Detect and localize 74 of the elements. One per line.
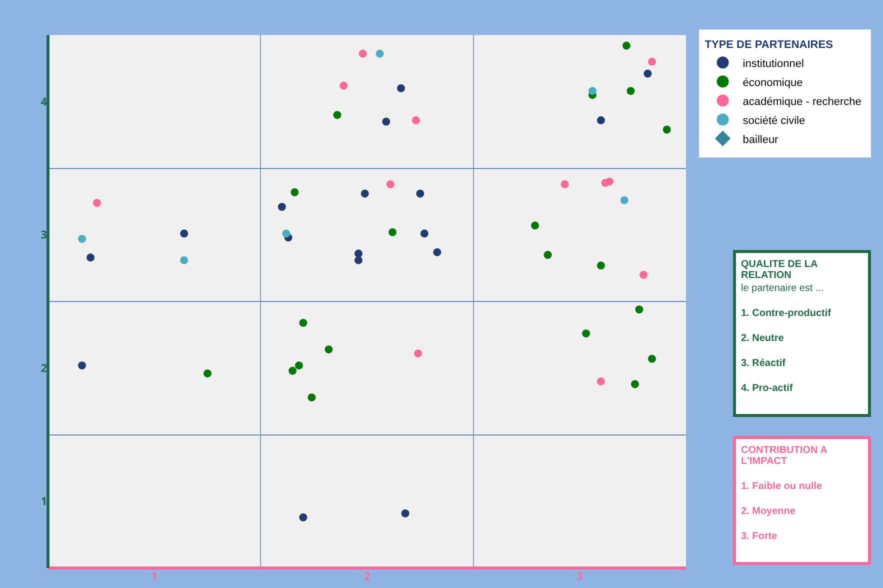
x-tick-label: 3 <box>576 569 583 584</box>
point <box>290 188 299 196</box>
point <box>376 50 384 58</box>
text: 2. Moyenne <box>741 506 796 517</box>
x-tick-label: 2 <box>364 569 370 584</box>
point <box>648 354 656 363</box>
point <box>412 116 420 124</box>
point <box>560 180 569 188</box>
point <box>354 256 362 264</box>
point <box>299 513 308 522</box>
y-tick-label: 3 <box>40 228 47 243</box>
point <box>644 70 652 78</box>
point <box>622 42 630 50</box>
point <box>626 86 635 95</box>
point <box>635 306 644 314</box>
point <box>414 349 422 358</box>
legend-label: économique <box>742 76 803 89</box>
point <box>639 270 648 279</box>
point <box>416 190 424 198</box>
text: 2. Neutre <box>741 333 785 344</box>
point <box>648 58 656 66</box>
point <box>180 256 188 264</box>
point <box>388 228 397 236</box>
point <box>308 393 316 402</box>
point <box>386 180 394 188</box>
point <box>294 361 303 370</box>
text: 3. Réactif <box>741 358 786 369</box>
point <box>382 118 390 126</box>
point <box>596 116 605 124</box>
point <box>324 345 333 354</box>
point <box>204 369 212 378</box>
point <box>596 262 605 270</box>
point <box>397 84 406 92</box>
legend-label: bailleur <box>742 134 779 146</box>
point <box>358 50 367 58</box>
point <box>605 178 614 186</box>
text: 1. Contre-productif <box>741 308 832 319</box>
point <box>86 254 95 262</box>
point <box>531 222 540 230</box>
text: 3. Forte <box>741 531 778 542</box>
point <box>78 234 86 243</box>
point <box>433 248 442 256</box>
point <box>620 196 628 204</box>
point <box>662 126 671 134</box>
point <box>278 202 286 211</box>
point <box>180 230 188 238</box>
text: CONTRIBUTION A L'IMPACT <box>741 445 828 467</box>
point <box>340 82 348 90</box>
text: 1. Faible ou nulle <box>741 481 824 492</box>
point <box>630 380 639 388</box>
text: le partenaire est ... <box>741 283 825 294</box>
point <box>78 361 86 370</box>
y-tick-label: 2 <box>40 360 47 376</box>
point <box>596 377 605 386</box>
point <box>288 366 297 375</box>
point <box>92 198 101 207</box>
x-tick-label: 1 <box>151 569 158 584</box>
legend-label: académique - recherche <box>742 96 862 108</box>
point <box>420 230 428 238</box>
point <box>354 250 362 258</box>
point <box>582 329 590 338</box>
y-tick-label: 4 <box>40 94 48 110</box>
point <box>360 190 369 198</box>
point <box>588 86 596 95</box>
y-tick-label: 1 <box>40 494 47 510</box>
point <box>544 250 552 259</box>
legend-label: institutionnel <box>742 58 804 70</box>
point <box>282 230 290 238</box>
legend-title: TYPE DE PARTENAIRES <box>704 38 833 51</box>
legend-label: société civile <box>742 114 806 127</box>
point <box>299 318 308 327</box>
point <box>333 110 342 119</box>
point <box>401 509 410 518</box>
text: 4. Pro-actif <box>741 383 794 394</box>
